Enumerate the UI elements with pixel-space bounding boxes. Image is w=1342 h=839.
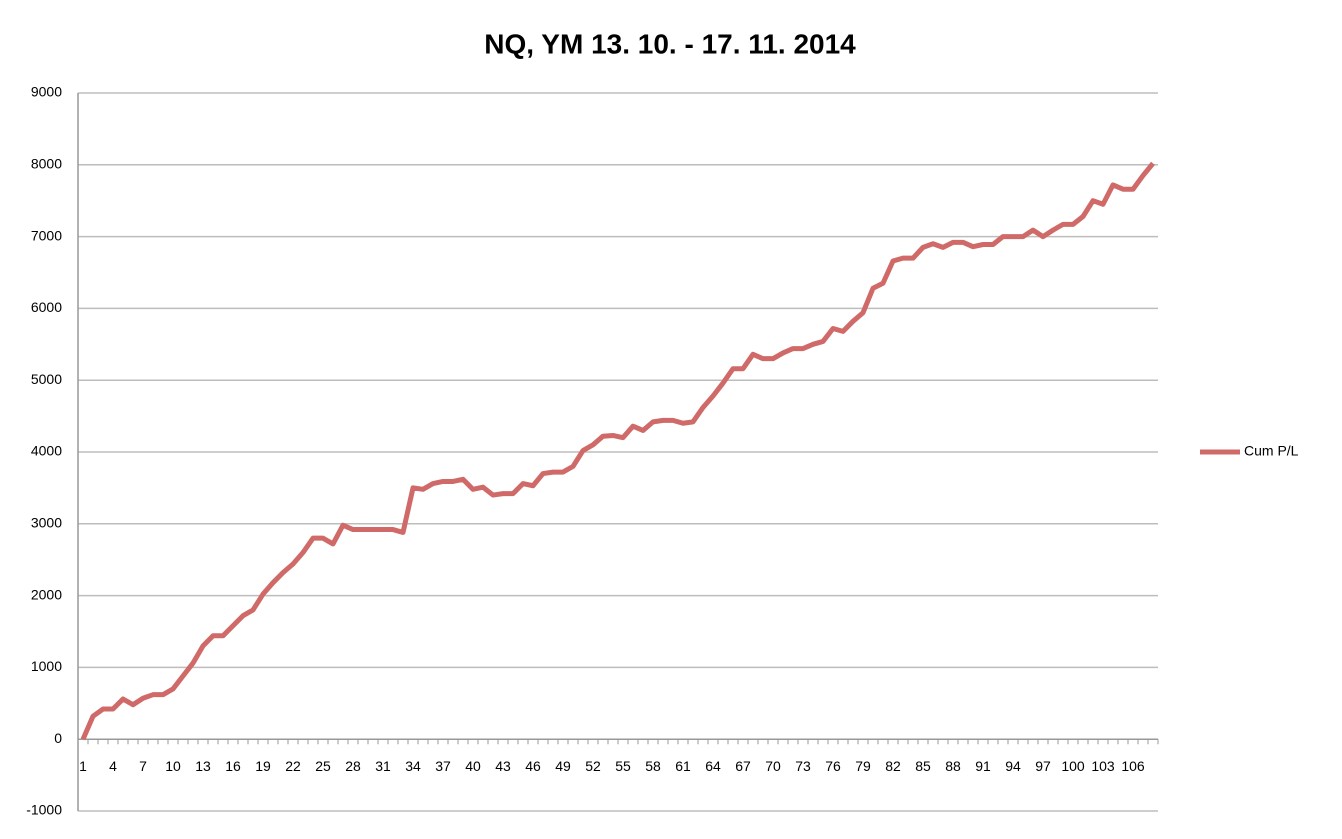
x-tick-label: 37 xyxy=(435,758,451,774)
x-tick-label: 22 xyxy=(285,758,301,774)
y-tick-label: 2000 xyxy=(31,586,62,602)
x-tick-label: 7 xyxy=(139,758,147,774)
chart-title: NQ, YM 13. 10. - 17. 11. 2014 xyxy=(484,28,856,59)
y-tick-label: 6000 xyxy=(31,299,62,315)
x-tick-label: 82 xyxy=(885,758,901,774)
x-tick-label: 4 xyxy=(109,758,117,774)
y-tick-label: 0 xyxy=(54,730,62,746)
x-tick-label: 25 xyxy=(315,758,331,774)
x-tick-label: 58 xyxy=(645,758,661,774)
x-tick-label: 55 xyxy=(615,758,631,774)
x-tick-label: 88 xyxy=(945,758,961,774)
x-tick-label: 79 xyxy=(855,758,871,774)
x-tick-label: 46 xyxy=(525,758,541,774)
y-tick-label: 3000 xyxy=(31,515,62,531)
x-tick-label: 10 xyxy=(165,758,181,774)
x-tick-label: 73 xyxy=(795,758,811,774)
x-tick-label: 67 xyxy=(735,758,751,774)
x-tick-label: 100 xyxy=(1061,758,1085,774)
line xyxy=(80,161,1155,741)
x-tick-label: 31 xyxy=(375,758,391,774)
x-tick-label: 91 xyxy=(975,758,991,774)
y-tick-label: 5000 xyxy=(31,371,62,387)
x-tick-label: 61 xyxy=(675,758,691,774)
y-tick-label: 4000 xyxy=(31,443,62,459)
x-tick-label: 103 xyxy=(1091,758,1115,774)
y-tick-label: 1000 xyxy=(31,658,62,674)
x-tick-label: 52 xyxy=(585,758,601,774)
x-tick-label: 34 xyxy=(405,758,421,774)
y-tick-label: -1000 xyxy=(26,802,62,818)
x-tick-label: 40 xyxy=(465,758,481,774)
x-tick-label: 16 xyxy=(225,758,241,774)
x-tick-label: 28 xyxy=(345,758,361,774)
x-tick-label: 13 xyxy=(195,758,211,774)
x-tick-label: 64 xyxy=(705,758,721,774)
x-tick-label: 94 xyxy=(1005,758,1021,774)
x-tick-label: 43 xyxy=(495,758,511,774)
x-tick-label: 19 xyxy=(255,758,271,774)
x-tick-label: 106 xyxy=(1121,758,1145,774)
x-tick-label: 70 xyxy=(765,758,781,774)
x-tick-label: 49 xyxy=(555,758,571,774)
legend-label: Cum P/L xyxy=(1244,443,1299,459)
x-tick-label: 76 xyxy=(825,758,841,774)
x-tick-label: 1 xyxy=(79,758,87,774)
x-tick-label: 97 xyxy=(1035,758,1051,774)
y-tick-label: 8000 xyxy=(31,156,62,172)
y-tick-label: 9000 xyxy=(31,84,62,100)
y-tick-label: 7000 xyxy=(31,227,62,243)
x-tick-label: 85 xyxy=(915,758,931,774)
